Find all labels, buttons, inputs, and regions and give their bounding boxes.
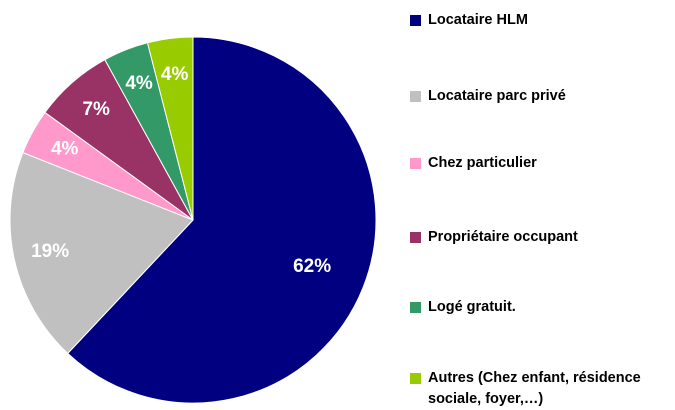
pie-slice xyxy=(67,36,377,404)
data-label: 4% xyxy=(161,64,189,85)
data-label: 4% xyxy=(125,73,153,94)
pie: 62%19%4%7%4% 4% xyxy=(9,36,377,404)
legend-swatch xyxy=(410,15,421,26)
legend-swatch xyxy=(410,158,421,169)
legend-swatch xyxy=(410,232,421,243)
legend-label: Chez particulier xyxy=(428,155,537,171)
legend-item: Autres (Chez enfant, résidence sociale, … xyxy=(410,368,672,410)
legend-swatch xyxy=(410,91,421,102)
legend-swatch xyxy=(410,302,421,313)
legend-item: Locataire parc privé xyxy=(410,86,672,107)
legend-label: Logé gratuit. xyxy=(428,299,516,315)
legend-label: Autres (Chez enfant, résidence sociale, … xyxy=(428,370,641,407)
legend-item: Propriétaire occupant xyxy=(410,227,672,248)
legend-item: Logé gratuit. xyxy=(410,297,672,318)
pie-slice xyxy=(146,36,194,221)
pie-slice xyxy=(9,151,194,355)
legend-swatch xyxy=(410,373,421,384)
legend-label: Locataire HLM xyxy=(428,12,528,28)
legend-item: Chez particulier xyxy=(410,153,672,174)
data-label: 7% xyxy=(82,99,110,120)
legend-item: Locataire HLM xyxy=(410,10,672,31)
data-label: 19% xyxy=(31,241,69,262)
legend-label: Propriétaire occupant xyxy=(428,229,578,245)
data-label: 4% xyxy=(51,138,79,159)
data-label: 62% xyxy=(293,256,331,277)
legend-label: Locataire parc privé xyxy=(428,88,566,104)
